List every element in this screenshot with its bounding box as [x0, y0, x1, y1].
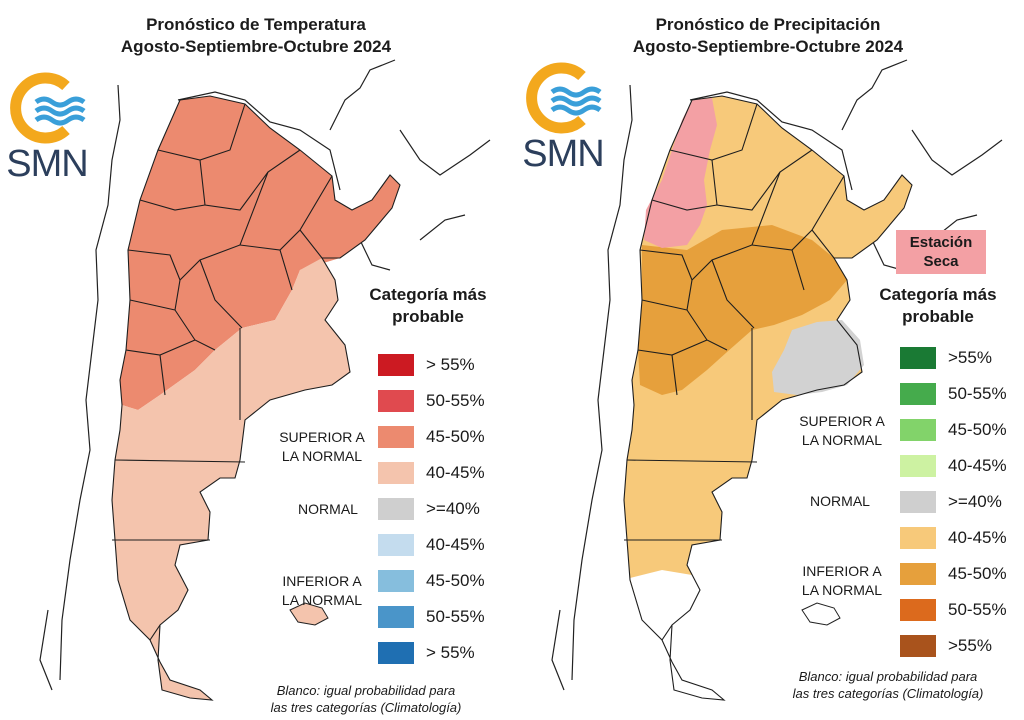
precipitation-group-below-line2: LA NORMAL [801, 582, 883, 598]
legend-label: >=40% [426, 499, 480, 518]
legend-swatch [378, 534, 414, 556]
legend-label: > 55% [426, 355, 475, 374]
precipitation-panel: Pronóstico de Precipitación Agosto-Septi… [512, 0, 1024, 720]
precip-region-climatology [630, 570, 724, 700]
temperature-group-above-line1: SUPERIOR A [279, 429, 365, 445]
smn-logo-icon [526, 62, 602, 134]
smn-logo-text: SMN [6, 143, 88, 185]
smn-logo-icon [10, 72, 86, 144]
precipitation-footnote: Blanco: igual probabilidad para las tres… [768, 668, 1008, 702]
province-borders [111, 95, 401, 701]
temperature-title: Pronóstico de Temperatura Agosto-Septiem… [0, 14, 512, 58]
precipitation-title-line2: Agosto-Septiembre-Octubre 2024 [632, 37, 904, 56]
precipitation-group-below-line1: INFERIOR A [802, 563, 882, 579]
precipitation-map [551, 59, 1003, 701]
precipitation-title-line1: Pronóstico de Precipitación [655, 15, 881, 34]
precipitation-group-normal: NORMAL [810, 493, 870, 509]
smn-logo: SMN [2, 72, 92, 185]
dry-season-badge: Estación Seca [896, 230, 986, 274]
neighbor-borders [551, 59, 1003, 691]
legend-swatch [900, 563, 936, 585]
legend-label: >55% [948, 348, 992, 367]
legend-swatch [900, 383, 936, 405]
temperature-legend-title-line1: Categoría más [369, 285, 487, 304]
precip-region-normal [772, 320, 864, 395]
legend-label: > 55% [426, 643, 475, 662]
precipitation-footnote-line1: Blanco: igual probabilidad para [798, 669, 978, 684]
precip-region-dry-season [644, 98, 717, 248]
temp-region-40-45 [112, 258, 350, 700]
province-borders [623, 95, 913, 701]
legend-label: 45-50% [948, 420, 1007, 439]
precipitation-legend-title-line1: Categoría más [879, 285, 997, 304]
legend-label: 50-55% [426, 391, 485, 410]
legend-swatch [900, 491, 936, 513]
legend-swatch [378, 426, 414, 448]
smn-logo: SMN [518, 62, 608, 175]
legend-swatch [900, 455, 936, 477]
legend-swatch [900, 635, 936, 657]
precipitation-footnote-line2: las tres categorías (Climatología) [792, 686, 984, 701]
temperature-group-above-line2: LA NORMAL [281, 448, 363, 464]
legend-label: 45-50% [426, 571, 485, 590]
temperature-map [39, 59, 491, 701]
legend-swatch [900, 347, 936, 369]
precipitation-legend-title: Categoría más probable [848, 284, 1024, 328]
legend-label: >55% [948, 636, 992, 655]
temperature-group-above: SUPERIOR A LA NORMAL [272, 428, 372, 466]
legend-swatch [378, 354, 414, 376]
legend-label: 50-55% [948, 600, 1007, 619]
temperature-footnote: Blanco: igual probabilidad para las tres… [246, 682, 486, 716]
dry-season-badge-line2: Seca [923, 253, 959, 270]
legend-swatch [378, 462, 414, 484]
smn-logo-text: SMN [522, 133, 604, 175]
precipitation-title: Pronóstico de Precipitación Agosto-Septi… [512, 14, 1024, 58]
temperature-panel: Pronóstico de Temperatura Agosto-Septiem… [0, 14, 512, 716]
dry-season-badge-line1: Estación [909, 234, 973, 251]
precipitation-group-above: SUPERIOR A LA NORMAL [792, 412, 892, 450]
temperature-group-below: INFERIOR A LA NORMAL [272, 572, 372, 610]
legend-label: 40-45% [948, 528, 1007, 547]
legend-swatch [378, 642, 414, 664]
legend-label: 50-55% [426, 607, 485, 626]
precipitation-legend-title-line2: probable [902, 307, 974, 326]
legend-swatch [378, 390, 414, 412]
precipitation-group-above-line1: SUPERIOR A [799, 413, 885, 429]
legend-swatch [378, 498, 414, 520]
legend-swatch [378, 570, 414, 592]
legend-label: 40-45% [426, 535, 485, 554]
temperature-footnote-line2: las tres categorías (Climatología) [270, 700, 462, 715]
legend-label: 45-50% [426, 427, 485, 446]
malvinas-islands [289, 602, 329, 626]
legend-label: >=40% [948, 492, 1002, 511]
precipitation-group-below: INFERIOR A LA NORMAL [792, 562, 892, 600]
legend-swatch [900, 599, 936, 621]
temperature-title-line1: Pronóstico de Temperatura [146, 15, 366, 34]
temperature-group-below-line2: LA NORMAL [281, 592, 363, 608]
temperature-legend-title: Categoría más probable [338, 284, 512, 328]
legend-label: 45-50% [948, 564, 1007, 583]
malvinas-islands [801, 602, 841, 626]
temperature-group-normal: NORMAL [298, 501, 358, 517]
legend-label: 40-45% [426, 463, 485, 482]
temperature-group-below-line1: INFERIOR A [282, 573, 362, 589]
legend-swatch [900, 419, 936, 441]
legend-label: 50-55% [948, 384, 1007, 403]
legend-swatch [900, 527, 936, 549]
temperature-footnote-line1: Blanco: igual probabilidad para [276, 683, 456, 698]
legend-swatch [378, 606, 414, 628]
legend-label: 40-45% [948, 456, 1007, 475]
temperature-title-line2: Agosto-Septiembre-Octubre 2024 [120, 37, 392, 56]
precip-region-45-50 [638, 225, 847, 395]
temperature-legend-title-line2: probable [392, 307, 464, 326]
precipitation-group-above-line2: LA NORMAL [801, 432, 883, 448]
